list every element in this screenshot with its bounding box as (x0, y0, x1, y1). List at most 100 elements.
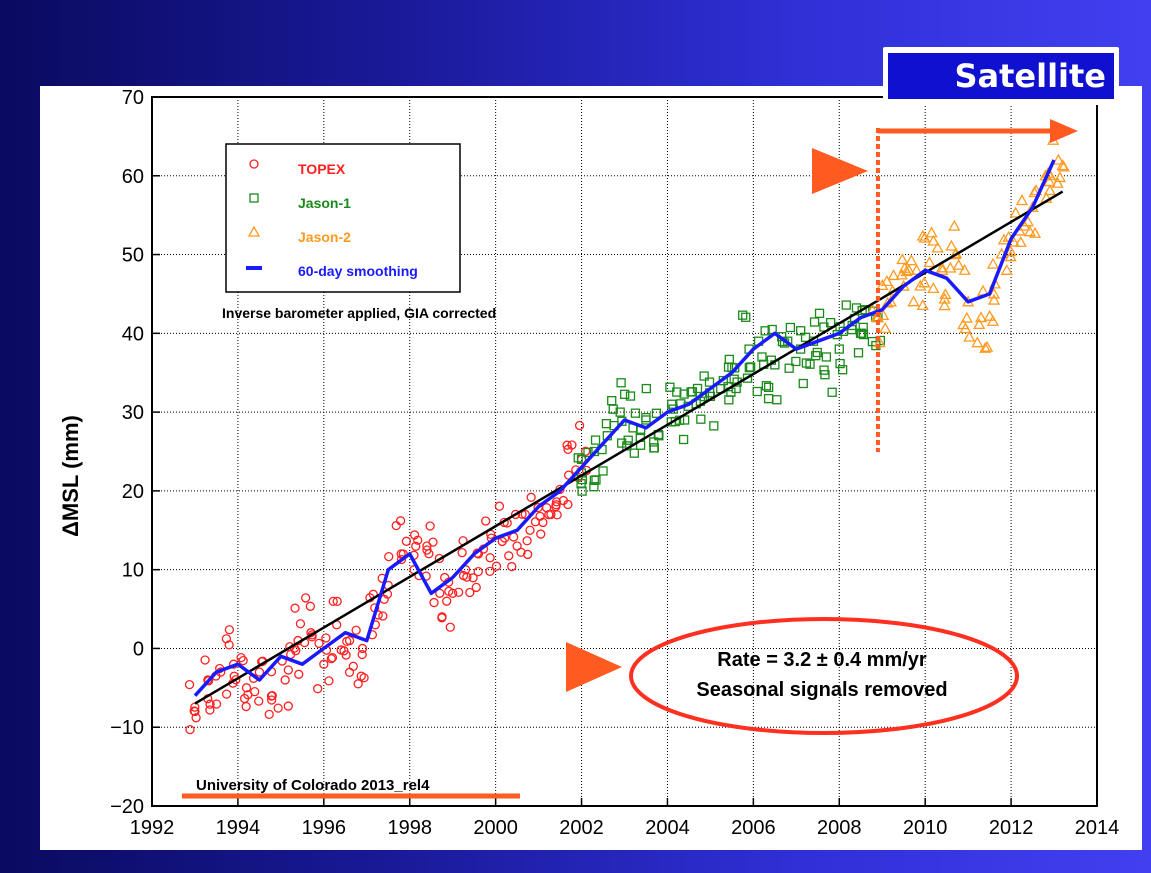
data-point-scatter (877, 309, 890, 321)
data-point-scatter (1056, 159, 1069, 171)
data-point-scatter (468, 573, 478, 583)
pointer-triangle-icon (812, 148, 868, 194)
data-point-scatter (672, 387, 682, 397)
data-point-scatter (357, 649, 367, 660)
data-point-scatter (835, 358, 845, 369)
data-point-scatter (328, 596, 338, 607)
data-point-scatter (825, 317, 836, 328)
data-point-scatter (805, 359, 815, 369)
data-point-scatter (696, 414, 706, 424)
data-point-scatter (880, 275, 893, 287)
data-point-scatter (855, 328, 866, 338)
x-tick-label: 2000 (473, 817, 518, 839)
data-point-scatter (326, 654, 336, 664)
data-point-scatter (356, 671, 366, 681)
x-tick-label: 1996 (302, 817, 347, 839)
data-point-scatter (704, 377, 715, 387)
data-point-scatter (858, 329, 869, 340)
data-point-scatter (1051, 176, 1064, 188)
data-point-scatter (709, 421, 719, 431)
data-point-scatter (761, 381, 771, 391)
data-point-scatter (533, 502, 543, 513)
data-point-scatter (651, 408, 662, 418)
data-point-scatter (948, 219, 961, 231)
data-point-topex (357, 643, 368, 654)
pointer-triangle-icon (566, 642, 622, 692)
data-point-scatter (665, 382, 675, 392)
data-point-scatter (1028, 226, 1042, 238)
data-point-scatter (573, 453, 583, 463)
data-point-scatter (205, 705, 215, 715)
data-point-topex (435, 588, 445, 598)
data-point-scatter (784, 363, 794, 373)
data-point-scatter (290, 603, 300, 613)
x-tick-label: 2002 (559, 817, 604, 839)
data-point-scatter (916, 229, 929, 241)
legend: TOPEX Jason-1 Jason-2 60-day smoothing (225, 143, 461, 293)
legend-note: Inverse barometer applied, GIA corrected (222, 305, 496, 321)
data-point-scatter (401, 536, 412, 546)
data-point-scatter (434, 553, 445, 564)
data-point-scatter (384, 551, 394, 562)
y-axis-label: ΔMSL (mm) (58, 415, 83, 537)
data-point-scatter (294, 669, 304, 679)
data-point-jason-2 (923, 256, 936, 268)
data-point-scatter (266, 695, 277, 705)
data-point-scatter (184, 679, 195, 690)
y-tick-label: 70 (122, 87, 144, 109)
y-tick-label: 40 (122, 323, 144, 345)
data-point-scatter (507, 561, 517, 572)
data-point-scatter (678, 434, 689, 445)
legend-label: TOPEX (298, 161, 346, 177)
smoothing-line (193, 159, 1056, 697)
data-point-scatter (422, 545, 432, 555)
data-point-scatter (952, 258, 965, 270)
x-tick-label: 1994 (216, 817, 261, 839)
data-point-scatter (324, 676, 334, 686)
data-point-scatter (686, 387, 696, 397)
data-point-scatter (510, 509, 521, 520)
data-point-scatter (351, 625, 361, 635)
data-point-scatter (958, 263, 971, 275)
y-tick-label: 10 (122, 560, 144, 582)
data-point-scatter (938, 299, 951, 311)
data-point-scatter (211, 699, 222, 709)
data-point-scatter (348, 661, 358, 671)
data-point-jason-1 (576, 454, 587, 465)
data-point-scatter (791, 356, 801, 367)
data-point-scatter (185, 724, 195, 735)
legend-label: Jason-1 (298, 195, 351, 211)
data-point-scatter (1023, 225, 1036, 237)
data-point-scatter (812, 347, 822, 358)
x-tick-label: 1992 (130, 817, 175, 839)
data-point-scatter (620, 389, 630, 399)
data-point-scatter (598, 466, 608, 476)
data-point-scatter (191, 713, 201, 723)
data-point-scatter (918, 231, 931, 243)
data-point-scatter (485, 566, 495, 576)
data-point-scatter (927, 234, 940, 246)
data-point-scatter (625, 391, 636, 401)
data-point-scatter (485, 553, 495, 563)
data-point-scatter (563, 444, 573, 454)
data-point-scatter (574, 420, 585, 431)
x-tick-label: 2004 (645, 817, 690, 839)
data-point-scatter (314, 638, 324, 649)
data-point-scatter (907, 295, 920, 307)
seasonal-label: Seasonal signals removed (696, 679, 947, 701)
data-point-scatter (927, 282, 940, 294)
y-tick-label: 20 (122, 481, 144, 503)
legend-label: 60-day smoothing (298, 263, 418, 279)
data-point-scatter (535, 511, 545, 521)
data-point-scatter (583, 447, 593, 458)
data-point-jason-1 (667, 399, 677, 409)
data-point-scatter (641, 413, 651, 423)
data-point-scatter (254, 696, 264, 706)
data-point-scatter (699, 371, 709, 381)
data-point-scatter (589, 482, 599, 492)
data-point-scatter (1043, 184, 1056, 196)
data-point-scatter (623, 435, 633, 445)
data-point-scatter (313, 684, 323, 694)
data-point-jason-1 (821, 352, 832, 362)
data-point-scatter (973, 318, 986, 330)
